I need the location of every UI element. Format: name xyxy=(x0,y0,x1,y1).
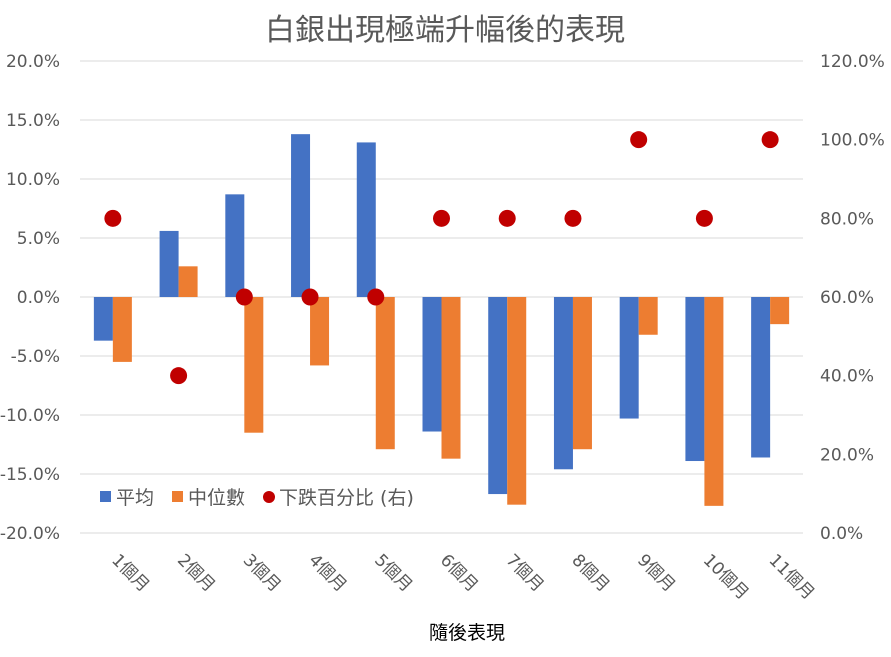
decline-point-9 xyxy=(630,131,648,149)
bar-series xyxy=(93,134,790,506)
decline-point-1 xyxy=(104,209,122,227)
left-tick-label: -20.0% xyxy=(0,524,60,544)
bar-median-10 xyxy=(704,297,724,506)
decline-point-11 xyxy=(761,131,779,149)
left-tick-label: -5.0% xyxy=(11,347,60,367)
decline-point-6 xyxy=(433,209,450,227)
bar-average-10 xyxy=(685,297,705,462)
bar-average-5 xyxy=(356,142,376,297)
left-tick-label: -10.0% xyxy=(0,406,60,426)
x-tick-label: 3個月 xyxy=(239,550,285,596)
bar-average-8 xyxy=(553,297,573,470)
right-tick-label: 0.0% xyxy=(820,524,863,544)
x-tick-label: 6個月 xyxy=(436,550,482,596)
decline-point-3 xyxy=(235,288,253,306)
left-tick-label: 0.0% xyxy=(17,288,60,308)
legend-swatch-average xyxy=(100,491,111,502)
right-tick-label: 80.0% xyxy=(820,209,874,229)
decline-point-2 xyxy=(170,367,188,385)
bar-average-4 xyxy=(291,134,311,297)
scatter-series xyxy=(104,131,779,385)
left-tick-label: 15.0% xyxy=(6,111,60,131)
decline-point-5 xyxy=(367,288,385,306)
bar-average-1 xyxy=(93,297,113,341)
bar-median-8 xyxy=(572,297,592,450)
x-tick-label: 1個月 xyxy=(107,550,153,596)
bar-median-5 xyxy=(375,297,395,450)
bar-average-3 xyxy=(225,194,245,297)
bar-median-7 xyxy=(507,297,527,505)
legend-label: 中位數 xyxy=(188,487,245,509)
bar-median-3 xyxy=(244,297,264,433)
left-tick-label: 10.0% xyxy=(6,170,60,190)
x-tick-label: 2個月 xyxy=(173,550,219,596)
legend-label: 平均 xyxy=(116,487,154,509)
bar-average-2 xyxy=(159,230,179,297)
x-tick-label: 7個月 xyxy=(502,550,548,596)
x-axis-label: 隨後表現 xyxy=(429,622,505,644)
right-tick-label: 100.0% xyxy=(820,131,885,151)
bar-average-7 xyxy=(488,297,508,495)
right-tick-label: 60.0% xyxy=(820,288,874,308)
bar-median-9 xyxy=(638,297,658,335)
legend: 平均 中位數 下跌百分比 (右) xyxy=(100,487,414,509)
decline-point-7 xyxy=(498,209,516,227)
left-tick-label: -15.0% xyxy=(0,465,60,485)
bar-median-4 xyxy=(310,297,330,366)
bar-average-11 xyxy=(751,297,771,458)
decline-point-4 xyxy=(301,288,319,306)
left-axis-ticks: 20.0% 15.0% 10.0% 5.0% 0.0% -5.0% -10.0% -15.0%… xyxy=(0,52,60,544)
right-tick-label: 120.0% xyxy=(820,52,885,72)
left-tick-label: 20.0% xyxy=(6,52,60,72)
x-tick-label: 10個月 xyxy=(699,550,752,603)
decline-point-8 xyxy=(564,209,582,227)
legend-swatch-decline xyxy=(263,491,275,503)
x-tick-label: 4個月 xyxy=(305,550,351,596)
x-tick-label: 8個月 xyxy=(567,550,613,596)
right-axis-ticks: 120.0% 100.0% 80.0% 60.0% 40.0% 20.0% 0.0% xyxy=(820,52,885,544)
x-tick-label: 9個月 xyxy=(633,550,679,596)
legend-swatch-median xyxy=(172,491,183,502)
right-tick-label: 40.0% xyxy=(820,367,874,387)
bar-median-1 xyxy=(112,297,132,362)
left-tick-label: 5.0% xyxy=(17,229,60,249)
bar-median-11 xyxy=(770,297,790,325)
legend-label: 下跌百分比 (右) xyxy=(279,487,414,509)
x-axis-ticks: 1個月 2個月 3個月 4個月 5個月 6個月 7個月 8個月 9個月 10個月 11個月 xyxy=(107,550,818,603)
x-tick-label: 5個月 xyxy=(370,550,416,596)
decline-point-10 xyxy=(695,209,713,227)
bar-median-2 xyxy=(178,266,198,297)
chart-title: 白銀出現極端升幅後的表現 xyxy=(265,13,625,48)
x-tick-label: 11個月 xyxy=(765,550,818,603)
right-tick-label: 20.0% xyxy=(820,445,874,465)
bar-median-6 xyxy=(441,297,461,459)
bar-average-6 xyxy=(422,297,442,432)
bar-average-9 xyxy=(619,297,639,419)
